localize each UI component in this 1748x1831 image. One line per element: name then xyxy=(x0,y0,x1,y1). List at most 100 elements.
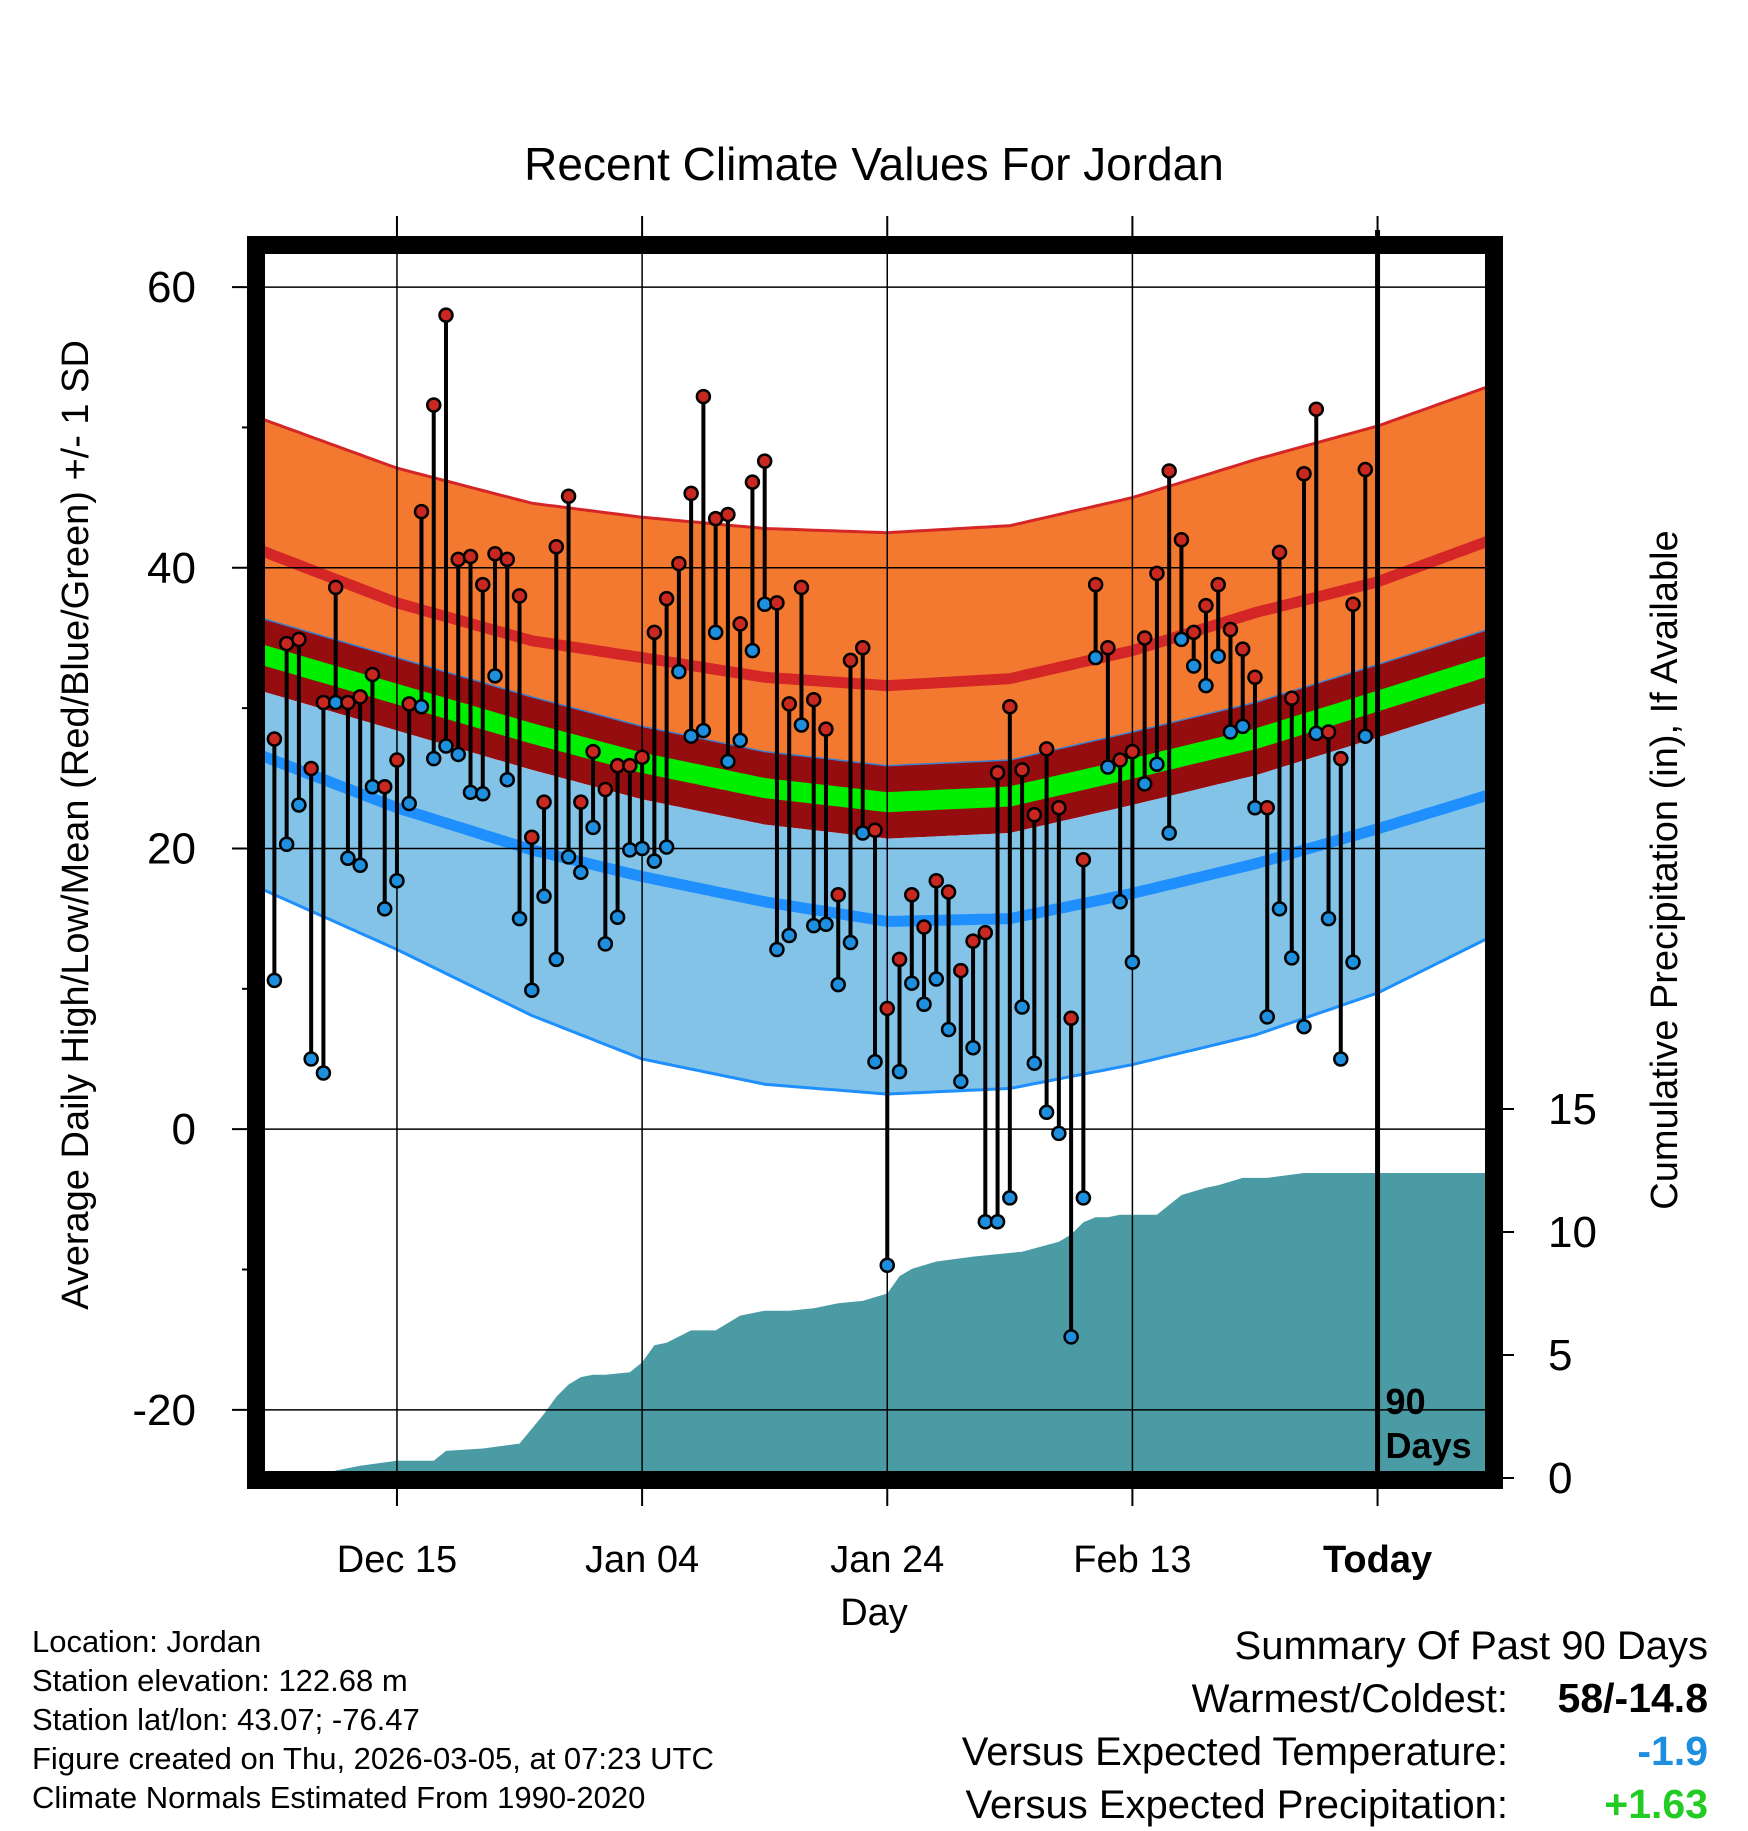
daily-low-point xyxy=(781,927,797,944)
daily-high-point xyxy=(389,752,405,768)
daily-low-point xyxy=(1296,1018,1312,1035)
daily-high-point xyxy=(475,576,491,593)
daily-high-point xyxy=(1051,800,1067,816)
daily-high-point xyxy=(744,474,761,490)
daily-low-point xyxy=(1357,728,1374,744)
daily-high-point xyxy=(756,453,773,469)
daily-high-point xyxy=(793,579,810,596)
daily-low-point xyxy=(438,738,454,754)
daily-low-point xyxy=(1063,1329,1079,1345)
y2-axis-label: Cumulative Precipitation (in), If Availa… xyxy=(1644,530,1686,1209)
daily-high-point xyxy=(830,887,846,903)
daily-high-point xyxy=(854,640,871,656)
daily-low-point xyxy=(1124,954,1141,970)
daily-low-point xyxy=(597,936,614,952)
daily-low-point xyxy=(658,839,675,855)
normals-text: Climate Normals Estimated From 1990-2020 xyxy=(32,1780,646,1815)
x-tick-label: Jan 04 xyxy=(585,1539,699,1581)
daily-high-point xyxy=(401,696,417,712)
daily-low-point xyxy=(1185,658,1202,674)
daily-high-point xyxy=(462,548,479,565)
daily-low-point xyxy=(487,668,503,684)
daily-low-point xyxy=(499,771,516,788)
plot-frame xyxy=(247,236,1503,1489)
daily-low-point xyxy=(671,663,687,680)
daily-low-point xyxy=(1259,1009,1275,1025)
daily-low-point xyxy=(278,836,295,853)
daily-low-point xyxy=(854,825,871,841)
daily-high-point xyxy=(413,503,430,520)
daily-low-point xyxy=(1308,725,1325,742)
daily-high-point xyxy=(364,666,381,683)
daily-low-point xyxy=(1051,1125,1067,1142)
daily-low-point xyxy=(1271,901,1288,917)
today-label-number: 90 xyxy=(1386,1381,1426,1422)
daily-high-point xyxy=(524,829,540,845)
daily-high-point xyxy=(1075,851,1092,868)
daily-low-point xyxy=(315,1065,332,1081)
daily-low-point xyxy=(622,842,638,858)
daily-low-point xyxy=(928,971,945,987)
daily-high-point xyxy=(1357,461,1374,478)
daily-low-point xyxy=(585,819,601,836)
today-label-unit: Days xyxy=(1386,1425,1472,1466)
daily-high-point xyxy=(352,689,368,705)
daily-high-point xyxy=(842,652,859,669)
x-tick-label: Jan 24 xyxy=(830,1539,944,1581)
daily-high-point xyxy=(1284,690,1300,707)
daily-high-point xyxy=(585,743,601,760)
daily-low-point xyxy=(695,722,712,739)
daily-high-point xyxy=(376,778,393,795)
x-axis-label: Day xyxy=(840,1592,908,1634)
daily-low-point xyxy=(524,982,540,998)
daily-high-point xyxy=(1100,640,1116,656)
daily-low-point xyxy=(634,840,650,857)
daily-low-point xyxy=(769,941,785,958)
daily-low-point xyxy=(413,698,430,715)
daily-high-point xyxy=(1136,630,1153,646)
daily-low-point xyxy=(756,596,773,613)
daily-high-point xyxy=(425,397,442,413)
daily-high-point xyxy=(1026,807,1043,823)
daily-low-point xyxy=(1026,1055,1043,1071)
y-axis-label: Average Daily High/Low/Mean (Red/Blue/Gr… xyxy=(55,340,97,1310)
y-tick-label: 40 xyxy=(147,544,196,593)
daily-high-point xyxy=(904,887,920,903)
daily-high-point xyxy=(573,794,589,810)
daily-high-point xyxy=(818,721,834,737)
high-upper-edge xyxy=(256,385,1494,535)
daily-low-point xyxy=(1149,756,1165,773)
daily-high-point xyxy=(683,485,699,502)
daily-high-point xyxy=(867,822,883,838)
daily-low-point xyxy=(266,972,283,989)
daily-high-point xyxy=(732,616,748,632)
daily-low-point xyxy=(1198,677,1214,694)
daily-high-point xyxy=(1296,466,1312,482)
y2-tick-label: 0 xyxy=(1548,1454,1572,1503)
x-tick-label: Feb 13 xyxy=(1073,1539,1191,1581)
daily-low-point xyxy=(830,976,846,993)
daily-high-point xyxy=(989,764,1006,781)
daily-low-point xyxy=(1075,1190,1092,1206)
daily-high-point xyxy=(487,546,503,562)
temp-anomaly-value: -1.9 xyxy=(1637,1728,1708,1774)
daily-high-point xyxy=(303,760,319,777)
y-tick-label: 20 xyxy=(147,824,196,873)
daily-high-point xyxy=(597,781,614,798)
daily-high-point xyxy=(536,794,552,810)
daily-low-point xyxy=(1333,1051,1349,1067)
daily-low-point xyxy=(720,753,736,770)
daily-high-point xyxy=(1259,800,1275,816)
daily-high-point xyxy=(1247,669,1263,685)
daily-high-point xyxy=(1210,576,1226,593)
plot-area xyxy=(256,245,1494,1480)
daily-high-point xyxy=(720,506,736,523)
daily-high-point xyxy=(1320,724,1337,740)
daily-high-point xyxy=(805,691,822,708)
daily-low-point xyxy=(376,901,393,917)
daily-low-point xyxy=(1234,718,1251,735)
daily-high-point xyxy=(1112,752,1128,768)
daily-high-point xyxy=(548,538,565,555)
daily-low-point xyxy=(879,1257,896,1274)
y2-tick-label: 15 xyxy=(1548,1085,1597,1134)
